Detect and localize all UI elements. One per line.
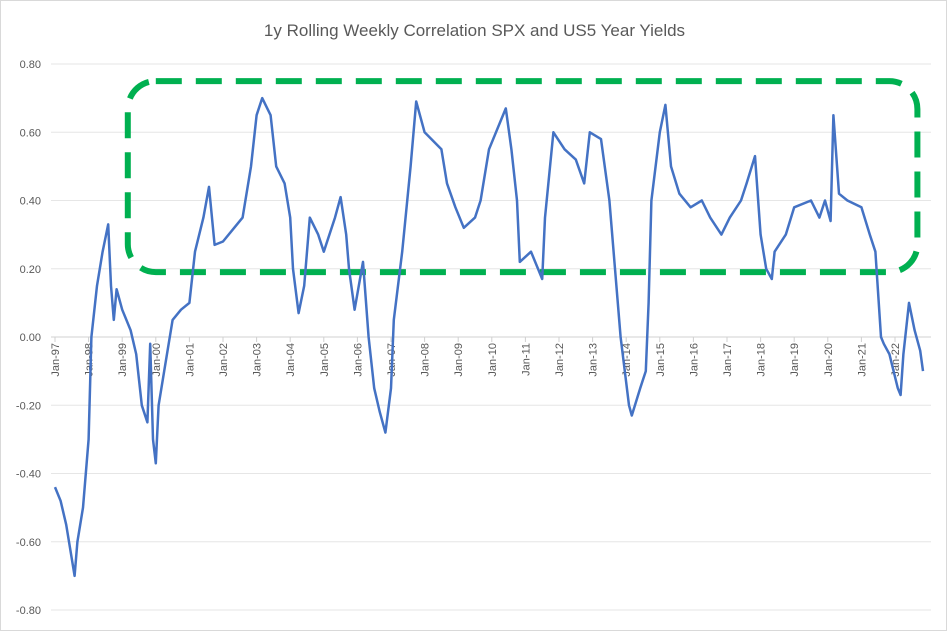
x-tick-label: Jan-19	[789, 343, 801, 377]
x-tick-label: Jan-02	[218, 343, 230, 377]
x-tick-label: Jan-08	[420, 343, 432, 377]
x-tick-label: Jan-06	[352, 343, 364, 377]
x-tick-label: Jan-13	[588, 343, 600, 377]
x-tick-label: Jan-05	[319, 343, 331, 377]
y-tick-label: 0.80	[20, 59, 41, 71]
y-tick-label: -0.20	[16, 400, 41, 412]
y-tick-label: 0.60	[20, 127, 41, 139]
highlight-box	[124, 78, 921, 276]
x-tick-label: Jan-11	[520, 343, 532, 376]
x-tick-label: Jan-10	[487, 343, 499, 377]
y-tick-label: 0.00	[20, 332, 41, 344]
x-tick-label: Jan-00	[151, 343, 163, 377]
y-tick-label: -0.60	[16, 537, 41, 549]
x-tick-label: Jan-01	[184, 343, 196, 377]
series-line	[53, 96, 925, 578]
x-tick-label: Jan-17	[722, 343, 734, 377]
x-tick-label: Jan-09	[453, 343, 465, 377]
x-tick-label: Jan-03	[252, 343, 264, 377]
chart-title: 1y Rolling Weekly Correlation SPX and US…	[263, 21, 686, 40]
x-tick-label: Jan-12	[554, 343, 566, 377]
y-tick-label: -0.40	[16, 469, 41, 481]
y-tick-label: 0.20	[20, 264, 41, 276]
x-tick-label: Jan-18	[756, 343, 768, 377]
x-tick-label: Jan-16	[688, 343, 700, 377]
x-tick-label: Jan-97	[50, 343, 62, 377]
x-tick-label: Jan-99	[117, 343, 129, 377]
x-tick-label: Jan-21	[856, 343, 868, 377]
x-tick-label: Jan-15	[655, 343, 667, 377]
y-tick-label: -0.80	[16, 605, 41, 617]
y-tick-label: 0.40	[20, 196, 41, 208]
x-tick-label: Jan-20	[823, 343, 835, 377]
x-tick-label: Jan-04	[285, 343, 297, 377]
